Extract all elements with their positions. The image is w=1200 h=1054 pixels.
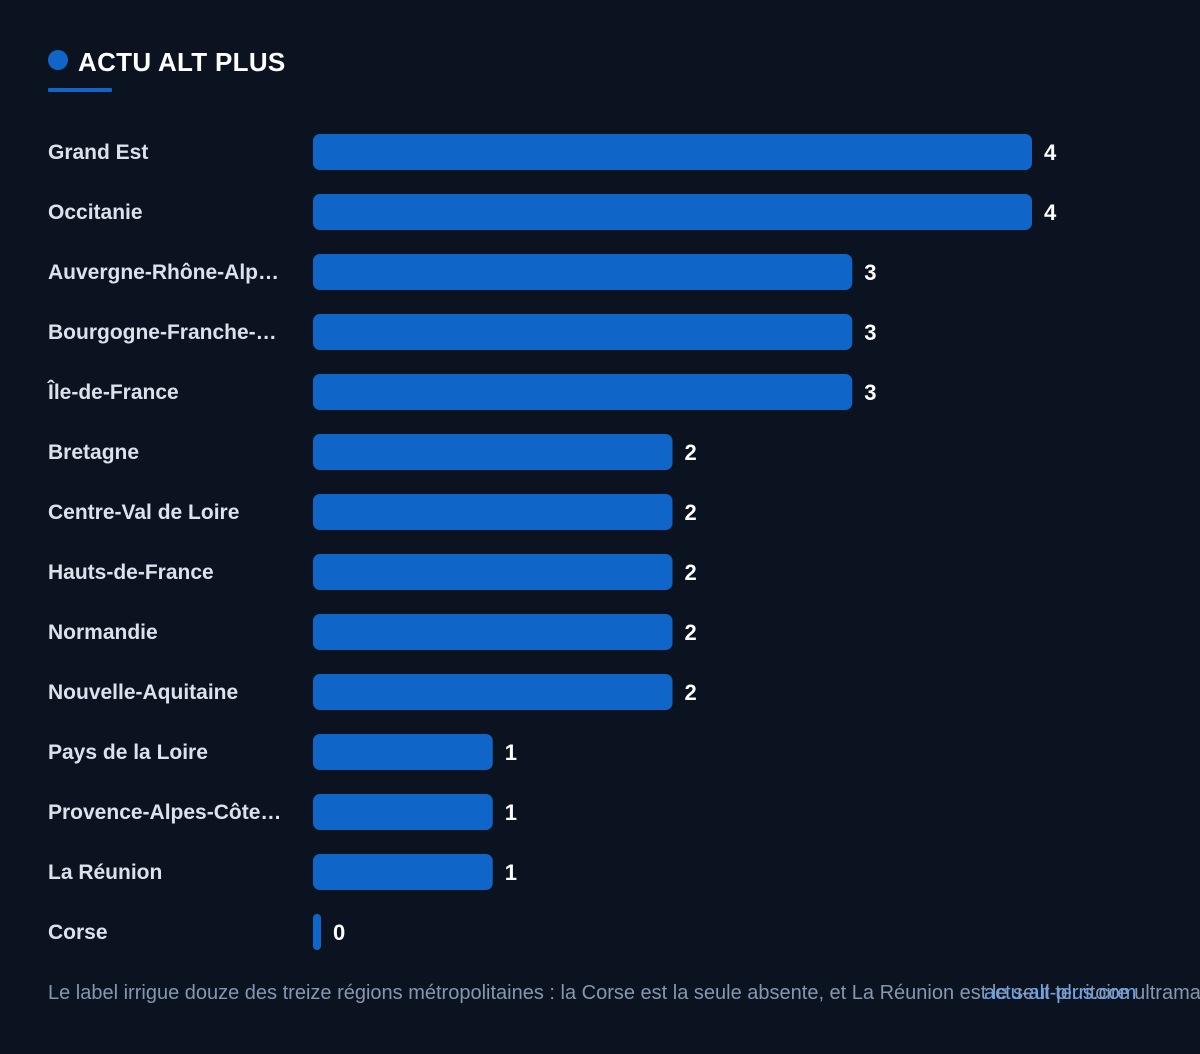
chart-caption: Le label irrigue douze des treize région… — [48, 982, 1200, 1004]
category-label: Auvergne-Rhône-Alp… — [48, 261, 279, 284]
bar — [313, 914, 321, 950]
category-label: Centre-Val de Loire — [48, 501, 239, 524]
value-label: 2 — [685, 500, 697, 525]
bar — [313, 194, 1032, 230]
value-label: 3 — [864, 380, 876, 405]
category-label: Île-de-France — [47, 380, 179, 404]
category-label: La Réunion — [48, 861, 162, 884]
category-label: Grand Est — [48, 141, 148, 164]
value-label: 3 — [864, 260, 876, 285]
category-label: Normandie — [48, 621, 158, 644]
value-label: 2 — [685, 560, 697, 585]
value-label: 2 — [685, 440, 697, 465]
bar — [313, 614, 673, 650]
bar — [313, 794, 493, 830]
bar — [313, 674, 673, 710]
bar — [313, 734, 493, 770]
category-label: Bourgogne-Franche-… — [48, 321, 277, 344]
category-label: Nouvelle-Aquitaine — [48, 681, 238, 704]
value-label: 1 — [505, 860, 517, 885]
bar-chart: Grand Est 4 Occitanie 4 Auvergne-Rhône-Alp… 3… — [47, 134, 1057, 950]
bar — [313, 314, 853, 350]
value-label: 2 — [685, 620, 697, 645]
category-label: Corse — [48, 921, 108, 944]
bar — [313, 134, 1032, 170]
value-label: 4 — [1044, 200, 1057, 225]
brand-underline — [48, 88, 112, 92]
value-label: 0 — [333, 920, 345, 945]
bar — [313, 854, 493, 890]
brand-title: ACTU ALT PLUS — [78, 47, 286, 77]
category-label: Provence-Alpes-Côte… — [48, 801, 281, 824]
source-link[interactable]: actu-alt-plus.com — [984, 982, 1137, 1004]
value-label: 1 — [505, 740, 517, 765]
value-label: 2 — [685, 680, 697, 705]
bar — [313, 554, 673, 590]
bar — [313, 434, 673, 470]
value-label: 4 — [1044, 140, 1057, 165]
category-label: Pays de la Loire — [48, 741, 208, 764]
category-label: Hauts-de-France — [48, 561, 214, 584]
value-label: 3 — [864, 320, 876, 345]
value-label: 1 — [505, 800, 517, 825]
bar — [313, 254, 853, 290]
bar — [313, 374, 853, 410]
bar — [313, 494, 673, 530]
category-label: Occitanie — [48, 201, 143, 224]
brand-dot-icon — [48, 50, 68, 70]
category-label: Bretagne — [48, 441, 139, 464]
